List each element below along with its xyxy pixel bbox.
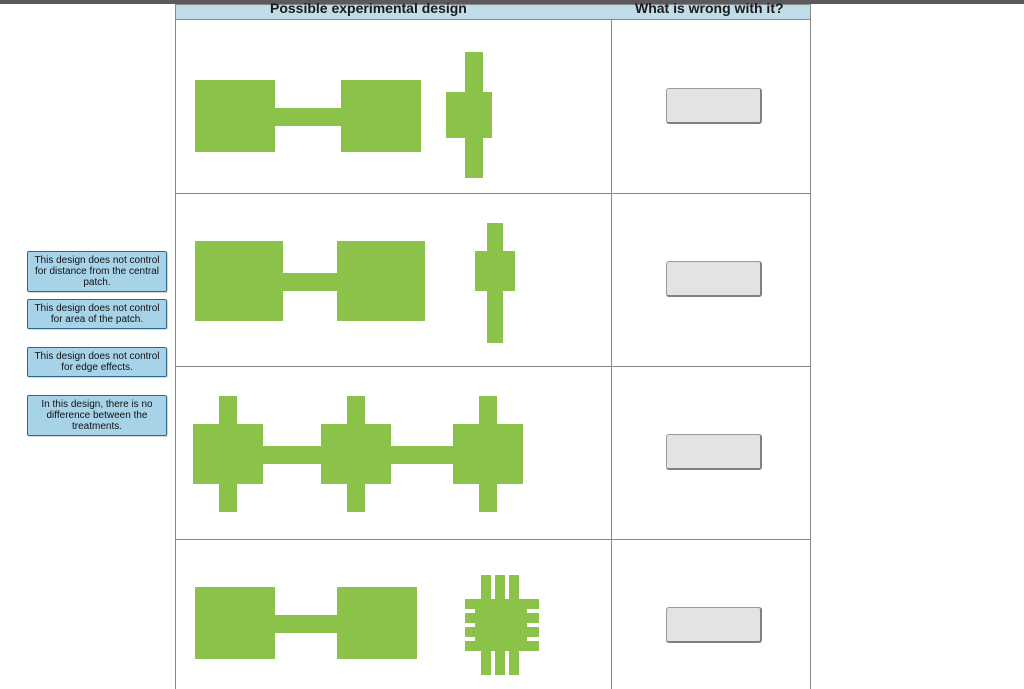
- design-diagram-row1: [175, 20, 610, 193]
- column-header-design: Possible experimental design: [270, 0, 467, 16]
- dropzone-row4[interactable]: [666, 607, 762, 643]
- dropzone-row2[interactable]: [666, 261, 762, 297]
- answer-chip-nodiff[interactable]: In this design, there is no difference b…: [27, 395, 167, 436]
- design-diagram-row3: [175, 366, 610, 539]
- design-diagram-row2: [175, 193, 610, 366]
- answer-chip-area[interactable]: This design does not control for area of…: [27, 299, 167, 329]
- dropzone-row3[interactable]: [666, 434, 762, 470]
- column-divider: [611, 20, 612, 689]
- dropzone-row1[interactable]: [666, 88, 762, 124]
- answer-chip-edge[interactable]: This design does not control for edge ef…: [27, 347, 167, 377]
- design-diagram-row4: [175, 539, 610, 689]
- answer-chip-distance[interactable]: This design does not control for distanc…: [27, 251, 167, 292]
- column-header-reason: What is wrong with it?: [635, 0, 784, 16]
